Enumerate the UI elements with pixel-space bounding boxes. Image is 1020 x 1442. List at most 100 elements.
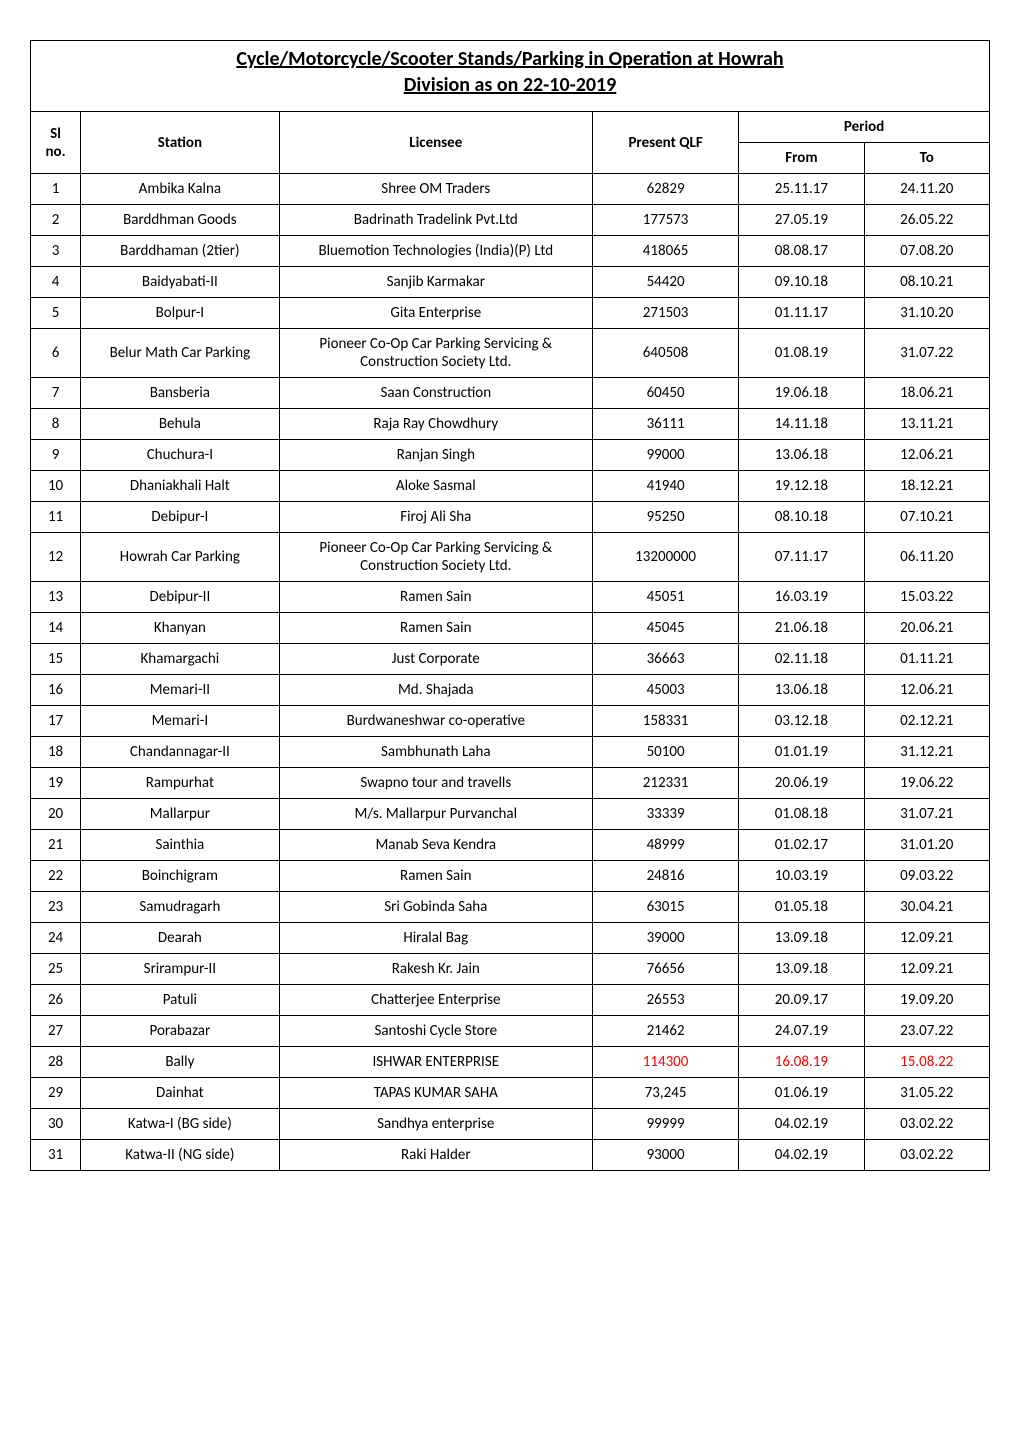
cell-qlf: 76656: [592, 954, 738, 985]
cell-to: 31.07.22: [864, 329, 989, 378]
cell-qlf: 99000: [592, 440, 738, 471]
cell-sl: 9: [31, 440, 81, 471]
cell-qlf: 158331: [592, 706, 738, 737]
cell-from: 02.11.18: [739, 644, 864, 675]
table-row: 26PatuliChatterjee Enterprise2655320.09.…: [31, 985, 990, 1016]
cell-licensee: Shree OM Traders: [279, 174, 592, 205]
cell-from: 03.12.18: [739, 706, 864, 737]
cell-licensee: Ramen Sain: [279, 582, 592, 613]
cell-qlf: 21462: [592, 1016, 738, 1047]
cell-from: 20.09.17: [739, 985, 864, 1016]
cell-station: Bally: [81, 1047, 279, 1078]
cell-station: Belur Math Car Parking: [81, 329, 279, 378]
cell-licensee: Santoshi Cycle Store: [279, 1016, 592, 1047]
cell-to: 09.03.22: [864, 861, 989, 892]
table-row: 17Memari-IBurdwaneshwar co-operative1583…: [31, 706, 990, 737]
cell-from: 04.02.19: [739, 1140, 864, 1171]
cell-sl: 11: [31, 502, 81, 533]
cell-sl: 31: [31, 1140, 81, 1171]
cell-to: 31.12.21: [864, 737, 989, 768]
cell-sl: 14: [31, 613, 81, 644]
cell-sl: 8: [31, 409, 81, 440]
cell-licensee: Md. Shajada: [279, 675, 592, 706]
cell-sl: 15: [31, 644, 81, 675]
cell-station: Barddhman Goods: [81, 205, 279, 236]
cell-to: 12.09.21: [864, 954, 989, 985]
cell-from: 19.12.18: [739, 471, 864, 502]
cell-to: 31.07.21: [864, 799, 989, 830]
cell-qlf: 45003: [592, 675, 738, 706]
cell-from: 01.06.19: [739, 1078, 864, 1109]
cell-qlf: 36663: [592, 644, 738, 675]
cell-to: 12.06.21: [864, 440, 989, 471]
cell-qlf: 36111: [592, 409, 738, 440]
cell-qlf: 13200000: [592, 533, 738, 582]
cell-licensee: TAPAS KUMAR SAHA: [279, 1078, 592, 1109]
cell-licensee: Just Corporate: [279, 644, 592, 675]
cell-from: 13.06.18: [739, 440, 864, 471]
cell-licensee: Sandhya enterprise: [279, 1109, 592, 1140]
cell-licensee: Chatterjee Enterprise: [279, 985, 592, 1016]
cell-licensee: Raja Ray Chowdhury: [279, 409, 592, 440]
cell-licensee: Firoj Ali Sha: [279, 502, 592, 533]
cell-to: 31.05.22: [864, 1078, 989, 1109]
cell-station: Barddhaman (2tier): [81, 236, 279, 267]
cell-licensee: Ranjan Singh: [279, 440, 592, 471]
cell-to: 26.05.22: [864, 205, 989, 236]
table-row: 6Belur Math Car ParkingPioneer Co-Op Car…: [31, 329, 990, 378]
cell-licensee: Bluemotion Technologies (India)(P) Ltd: [279, 236, 592, 267]
cell-station: Howrah Car Parking: [81, 533, 279, 582]
cell-station: Baidyabati-II: [81, 267, 279, 298]
cell-qlf: 45051: [592, 582, 738, 613]
cell-station: Bansberia: [81, 378, 279, 409]
cell-qlf: 63015: [592, 892, 738, 923]
cell-sl: 18: [31, 737, 81, 768]
table-row: 12Howrah Car ParkingPioneer Co-Op Car Pa…: [31, 533, 990, 582]
cell-station: Mallarpur: [81, 799, 279, 830]
table-row: 20MallarpurM/s. Mallarpur Purvanchal3333…: [31, 799, 990, 830]
cell-to: 08.10.21: [864, 267, 989, 298]
cell-qlf: 271503: [592, 298, 738, 329]
cell-qlf: 26553: [592, 985, 738, 1016]
cell-sl: 16: [31, 675, 81, 706]
table-body: 1Ambika KalnaShree OM Traders6282925.11.…: [31, 174, 990, 1171]
cell-licensee: Sri Gobinda Saha: [279, 892, 592, 923]
col-present-qlf: Present QLF: [592, 112, 738, 174]
cell-qlf: 114300: [592, 1047, 738, 1078]
cell-qlf: 45045: [592, 613, 738, 644]
cell-qlf: 39000: [592, 923, 738, 954]
table-row: 19RampurhatSwapno tour and travells21233…: [31, 768, 990, 799]
cell-station: Chuchura-I: [81, 440, 279, 471]
table-row: 9Chuchura-IRanjan Singh9900013.06.1812.0…: [31, 440, 990, 471]
cell-station: Chandannagar-II: [81, 737, 279, 768]
cell-to: 03.02.22: [864, 1109, 989, 1140]
cell-station: Katwa-I (BG side): [81, 1109, 279, 1140]
cell-from: 20.06.19: [739, 768, 864, 799]
col-sl: Sl no.: [31, 112, 81, 174]
cell-sl: 25: [31, 954, 81, 985]
cell-sl: 3: [31, 236, 81, 267]
cell-to: 23.07.22: [864, 1016, 989, 1047]
cell-to: 18.06.21: [864, 378, 989, 409]
table-row: 15KhamargachiJust Corporate3666302.11.18…: [31, 644, 990, 675]
cell-qlf: 60450: [592, 378, 738, 409]
cell-from: 16.03.19: [739, 582, 864, 613]
cell-qlf: 93000: [592, 1140, 738, 1171]
cell-sl: 2: [31, 205, 81, 236]
table-row: 11Debipur-IFiroj Ali Sha9525008.10.1807.…: [31, 502, 990, 533]
cell-station: Debipur-II: [81, 582, 279, 613]
cell-sl: 6: [31, 329, 81, 378]
cell-from: 25.11.17: [739, 174, 864, 205]
table-row: 7BansberiaSaan Construction6045019.06.18…: [31, 378, 990, 409]
cell-to: 01.11.21: [864, 644, 989, 675]
table-row: 14KhanyanRamen Sain4504521.06.1820.06.21: [31, 613, 990, 644]
cell-from: 21.06.18: [739, 613, 864, 644]
cell-qlf: 62829: [592, 174, 738, 205]
cell-sl: 10: [31, 471, 81, 502]
cell-sl: 28: [31, 1047, 81, 1078]
cell-to: 12.06.21: [864, 675, 989, 706]
cell-licensee: Gita Enterprise: [279, 298, 592, 329]
cell-station: Dhaniakhali Halt: [81, 471, 279, 502]
table-row: 24DearahHiralal Bag3900013.09.1812.09.21: [31, 923, 990, 954]
cell-licensee: Raki Halder: [279, 1140, 592, 1171]
